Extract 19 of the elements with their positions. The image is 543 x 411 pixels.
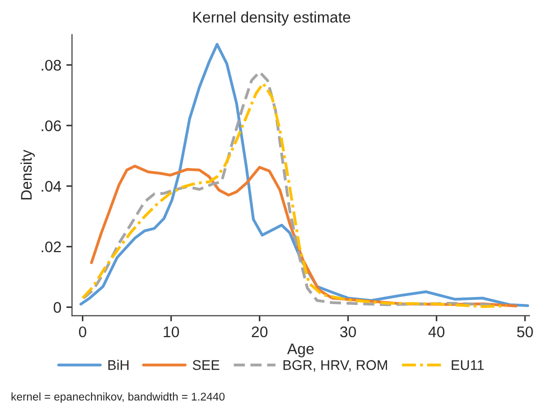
text: kernel = epanechnikov, bandwidth = 1.2440 [12, 392, 225, 403]
y-axis-title: Density [20, 150, 35, 200]
legend-label: EU11 [452, 360, 484, 370]
y-tick-label: .08 [42, 60, 61, 71]
x-tick-label: 10 [164, 326, 179, 338]
x-tick-label: 50 [517, 326, 533, 338]
x-tick-label: 40 [428, 326, 444, 338]
x-tick-label: 20 [252, 326, 268, 338]
legend-label: SEE [192, 360, 220, 370]
x-tick-label: 0 [78, 326, 86, 338]
x-tick-label: 30 [340, 326, 356, 338]
chart-title: Kernel density estimate [193, 11, 350, 26]
y-tick-label: .02 [42, 241, 61, 252]
legend-label: BiH [108, 360, 128, 370]
y-tick-label: .04 [42, 180, 62, 192]
y-tick-label: 0 [54, 302, 61, 313]
x-axis-title: Age [287, 344, 314, 358]
legend-label: BGR, HRV, ROM [284, 360, 388, 372]
y-tick-label: .06 [42, 120, 61, 132]
